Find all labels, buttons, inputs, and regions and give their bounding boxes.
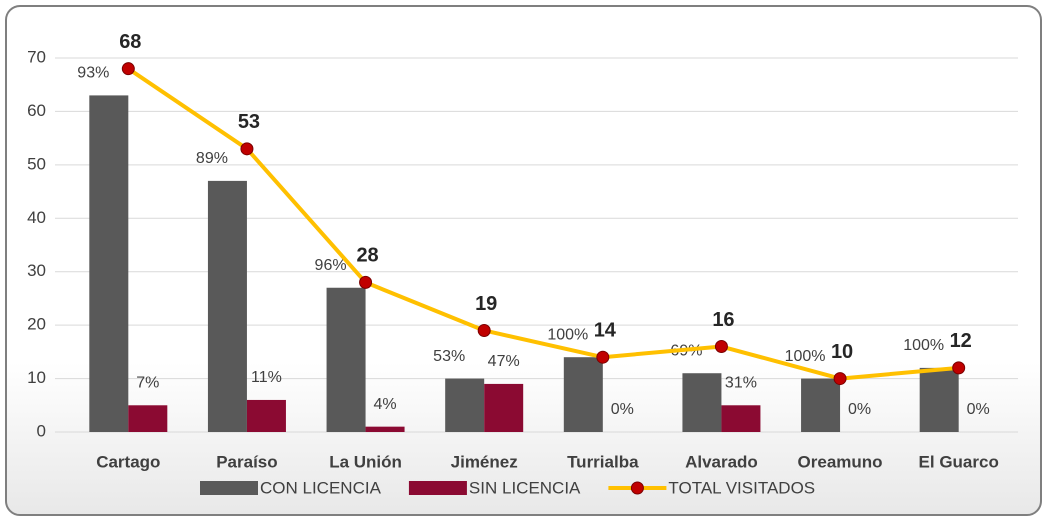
data-label: 12 xyxy=(950,330,972,352)
bar xyxy=(246,399,286,432)
data-label: 28 xyxy=(356,245,378,267)
bar xyxy=(721,405,761,432)
bar xyxy=(128,405,168,432)
share-label: 0% xyxy=(848,401,871,418)
bar xyxy=(445,378,485,432)
line-marker xyxy=(714,340,728,354)
line-marker xyxy=(833,372,847,386)
share-label: 96% xyxy=(315,257,347,274)
y-tick-label: 20 xyxy=(27,315,46,334)
data-label: 16 xyxy=(712,309,734,331)
y-tick-label: 0 xyxy=(37,421,46,440)
x-tick-label: Paraíso xyxy=(216,452,277,471)
legend-swatch xyxy=(200,481,258,495)
x-tick-label: Oreamuno xyxy=(798,452,883,471)
share-label: 100% xyxy=(903,337,944,354)
data-label: 14 xyxy=(594,319,617,341)
data-label: 68 xyxy=(119,31,141,53)
x-tick-label: El Guarco xyxy=(919,452,999,471)
line xyxy=(127,67,959,381)
x-tick-label: Cartago xyxy=(96,452,160,471)
x-tick-label: La Unión xyxy=(329,452,402,471)
y-tick-label: 10 xyxy=(27,368,46,387)
share-label: 0% xyxy=(967,401,990,418)
legend-label: CON LICENCIA xyxy=(260,478,382,497)
bar xyxy=(89,95,129,433)
data-label: 53 xyxy=(238,111,260,133)
share-label: 7% xyxy=(136,375,159,392)
legend-swatch xyxy=(408,481,467,495)
y-tick-label: 50 xyxy=(27,154,46,173)
bar xyxy=(801,378,841,432)
bar xyxy=(365,426,405,432)
data-label: 10 xyxy=(831,341,853,363)
share-label: 11% xyxy=(251,369,282,386)
y-tick-label: 40 xyxy=(27,208,46,227)
y-tick-label: 30 xyxy=(27,261,46,280)
bar xyxy=(326,287,366,432)
share-label: 53% xyxy=(433,348,465,365)
x-tick-label: Turrialba xyxy=(567,452,639,471)
bar xyxy=(484,383,524,432)
share-label: 47% xyxy=(488,353,520,370)
y-tick-label: 70 xyxy=(27,47,46,66)
line-marker xyxy=(952,361,966,375)
data-label: 19 xyxy=(475,293,497,315)
x-tick-label: Jiménez xyxy=(451,452,518,471)
line-marker xyxy=(359,275,373,289)
share-label: 93% xyxy=(77,65,109,82)
bar xyxy=(919,367,959,432)
legend-label: SIN LICENCIA xyxy=(469,478,581,497)
legend-swatch xyxy=(630,481,644,495)
bar xyxy=(563,357,603,432)
bar xyxy=(682,373,722,432)
x-tick-label: Alvarado xyxy=(685,452,758,471)
line-marker xyxy=(121,62,135,76)
frame xyxy=(5,5,1042,516)
line-marker xyxy=(477,323,491,337)
share-label: 100% xyxy=(785,348,826,365)
share-label: 89% xyxy=(196,150,228,167)
share-label: 31% xyxy=(725,375,757,392)
share-label: 100% xyxy=(547,326,588,343)
legend-label: TOTAL VISITADOS xyxy=(668,478,815,497)
share-label: 4% xyxy=(374,396,397,413)
y-tick-label: 60 xyxy=(27,101,46,120)
bar xyxy=(207,180,247,432)
line-marker xyxy=(240,142,254,156)
line-marker xyxy=(596,350,610,364)
share-label: 0% xyxy=(611,401,634,418)
